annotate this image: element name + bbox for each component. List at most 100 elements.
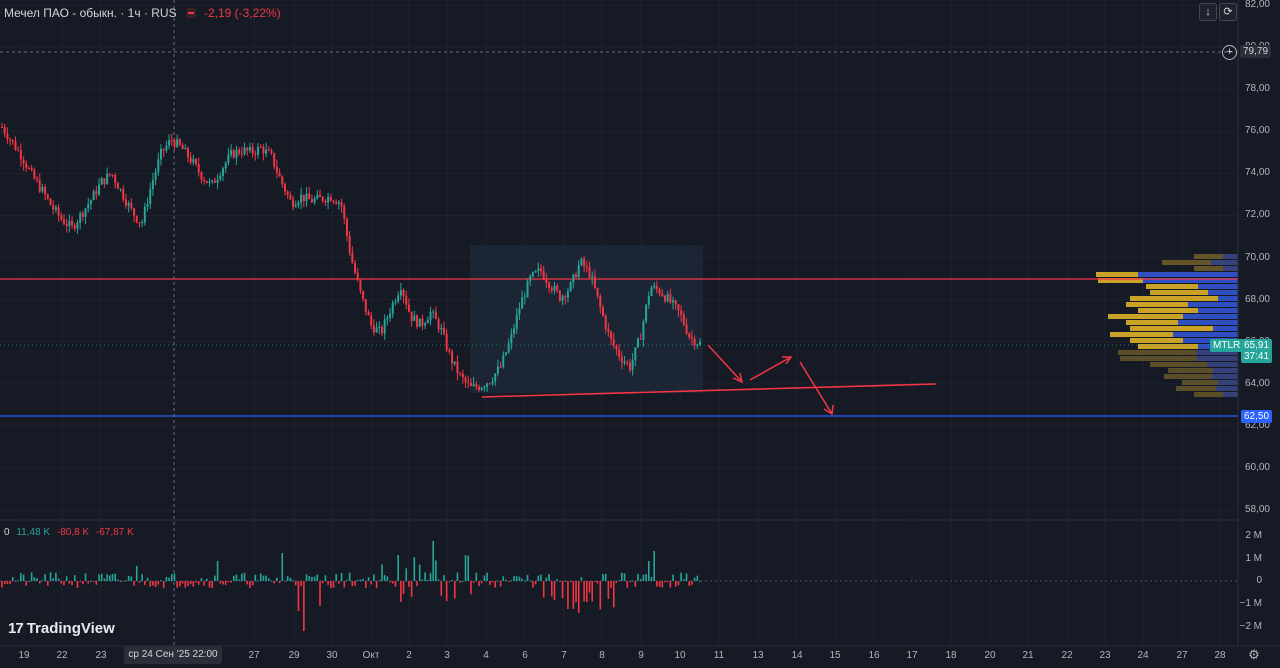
symbol-title[interactable]: Мечел ПАО - обыкн. · 1ч · RUS bbox=[4, 6, 177, 20]
crosshair-time-label: ср 24 Сен '25 22:00 bbox=[124, 646, 222, 664]
candle-body bbox=[564, 296, 567, 298]
volume-bar bbox=[259, 573, 262, 581]
volume-bar bbox=[459, 581, 461, 583]
candle-body bbox=[669, 294, 672, 303]
candle-body bbox=[100, 178, 103, 185]
candle-body bbox=[302, 194, 305, 202]
volume-bar bbox=[529, 580, 532, 582]
candle-body bbox=[380, 326, 383, 334]
candle-body bbox=[283, 184, 286, 192]
profile-bar bbox=[1098, 278, 1143, 283]
tradingview-logo[interactable]: 17 TradingView bbox=[8, 620, 115, 637]
volume-bar bbox=[227, 581, 230, 582]
volume-bar bbox=[28, 580, 30, 582]
arrow-down-1 bbox=[707, 344, 743, 383]
candle-body bbox=[289, 194, 292, 200]
support-price-tag: 62,50 bbox=[1241, 410, 1273, 423]
volume-bar bbox=[362, 578, 364, 581]
volume-bar bbox=[639, 578, 642, 581]
candle-body bbox=[424, 323, 427, 326]
profile-bar-blue bbox=[1198, 284, 1238, 289]
candle-body bbox=[507, 343, 510, 353]
candle-body bbox=[496, 366, 499, 374]
candle-body bbox=[459, 373, 462, 375]
refresh-icon[interactable]: ⟳ bbox=[1219, 3, 1237, 21]
candle-body bbox=[251, 147, 254, 154]
candle-body bbox=[537, 268, 540, 272]
candle-body bbox=[680, 310, 683, 315]
symbol-header[interactable]: Мечел ПАО - обыкн. · 1ч · RUS -2,19 (-3,… bbox=[4, 6, 281, 20]
candle-body bbox=[313, 198, 316, 203]
volume-bar bbox=[195, 581, 197, 583]
candle-body bbox=[343, 206, 346, 219]
candle-body bbox=[456, 361, 459, 374]
volume-bar bbox=[82, 581, 84, 585]
price-tick: 58,00 bbox=[1244, 504, 1270, 515]
volume-bar bbox=[197, 581, 200, 585]
volume-bar bbox=[394, 581, 397, 587]
candle-body bbox=[60, 215, 63, 220]
volume-stat-2: -80,8 K bbox=[56, 527, 90, 538]
time-tick: 3 bbox=[444, 650, 450, 661]
candle-body bbox=[513, 328, 516, 334]
candle-body bbox=[661, 293, 664, 297]
profile-bar bbox=[1096, 272, 1138, 277]
candle-body bbox=[240, 153, 243, 155]
trendline[interactable] bbox=[481, 383, 937, 398]
volume-bar bbox=[615, 581, 618, 583]
arrow-head-2 bbox=[782, 356, 793, 365]
volume-bar bbox=[278, 581, 281, 584]
candle-body bbox=[672, 300, 675, 303]
candle-body bbox=[327, 196, 330, 203]
candle-body bbox=[89, 200, 92, 205]
candle-body bbox=[270, 150, 273, 154]
candle-body bbox=[677, 304, 680, 311]
volume-bar bbox=[351, 581, 354, 587]
candle-body bbox=[372, 325, 375, 333]
volume-bar bbox=[408, 581, 410, 587]
volume-bar bbox=[108, 575, 111, 581]
volume-bar bbox=[265, 575, 267, 581]
volume-bar bbox=[647, 561, 650, 581]
download-icon[interactable]: ↓ bbox=[1199, 3, 1217, 21]
volume-bar bbox=[11, 577, 14, 581]
gear-icon[interactable]: ⚙ bbox=[1248, 647, 1260, 662]
candle-body bbox=[693, 338, 696, 346]
candle-body bbox=[98, 184, 101, 195]
volume-bar bbox=[402, 581, 405, 595]
candle-body bbox=[596, 287, 599, 297]
candle-body bbox=[286, 191, 289, 195]
candle-body bbox=[351, 252, 354, 264]
volume-bar bbox=[251, 581, 254, 586]
volume-bar bbox=[111, 574, 114, 581]
volume-bar bbox=[621, 572, 623, 581]
volume-bar bbox=[73, 575, 76, 581]
volume-bar bbox=[696, 575, 699, 581]
volume-bar bbox=[494, 581, 496, 588]
volume-bar bbox=[9, 581, 11, 585]
volume-bar bbox=[98, 574, 100, 581]
volume-stat-1: 11,48 K bbox=[16, 527, 51, 538]
volume-bar bbox=[65, 576, 68, 581]
candle-body bbox=[607, 328, 610, 332]
candle-body bbox=[383, 319, 386, 334]
volume-bar bbox=[300, 581, 302, 587]
volume-tick: −1 M bbox=[1239, 598, 1262, 609]
candle-body bbox=[464, 377, 467, 382]
candle-body bbox=[213, 180, 216, 183]
time-tick: Окт bbox=[362, 650, 380, 661]
candle-body bbox=[71, 221, 74, 226]
volume-bar bbox=[548, 574, 550, 581]
volume-bar bbox=[181, 581, 184, 584]
volume-bar bbox=[400, 581, 402, 602]
time-tick: 14 bbox=[791, 650, 803, 661]
plus-icon[interactable]: + bbox=[1222, 45, 1237, 60]
candle-body bbox=[310, 199, 313, 203]
candle-body bbox=[688, 333, 691, 338]
candle-body bbox=[49, 198, 52, 206]
candle-body bbox=[526, 280, 529, 298]
price-tick: 68,00 bbox=[1244, 293, 1270, 305]
tradingview-name: TradingView bbox=[26, 620, 115, 637]
volume-bar bbox=[257, 580, 259, 582]
